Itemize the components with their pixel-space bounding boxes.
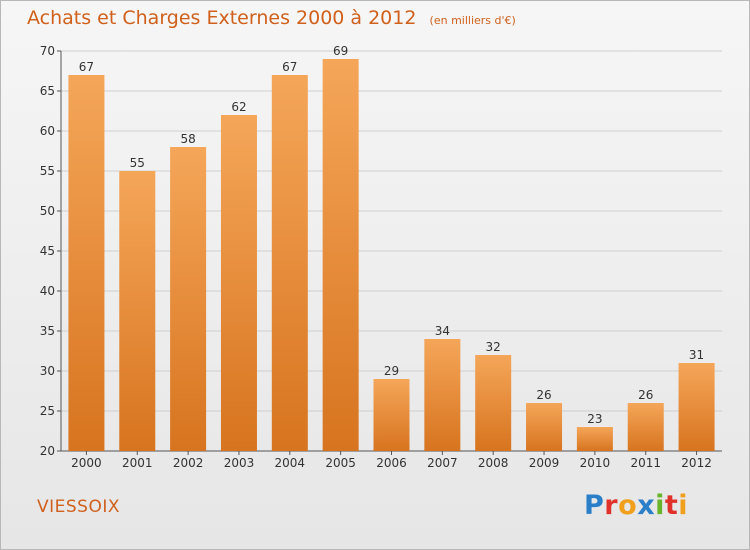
- bar: [475, 355, 512, 451]
- chart-title: Achats et Charges Externes 2000 à 2012 (…: [27, 7, 516, 29]
- bar-value-label: 62: [231, 100, 246, 114]
- y-tick-label: 35: [40, 324, 55, 338]
- x-tick-label: 2009: [529, 456, 560, 470]
- bar-value-label: 31: [689, 348, 704, 362]
- proxiti-logo: Proxiti: [584, 490, 688, 521]
- bar-value-label: 32: [486, 340, 501, 354]
- y-tick-label: 65: [40, 84, 55, 98]
- y-tick-label: 25: [40, 404, 55, 418]
- bar: [373, 379, 410, 451]
- bars: [68, 59, 715, 451]
- bar: [424, 339, 461, 451]
- bar-value-label: 55: [130, 156, 145, 170]
- bar: [119, 171, 156, 451]
- logo-letter: t: [664, 490, 679, 521]
- x-tick-label: 2006: [376, 456, 407, 470]
- bar: [678, 363, 715, 451]
- x-tick-label: 2004: [275, 456, 306, 470]
- bar-value-label: 69: [333, 44, 348, 58]
- x-tick-label: 2010: [580, 456, 611, 470]
- bar: [271, 75, 308, 451]
- bar: [220, 115, 257, 451]
- logo-letter: o: [618, 490, 638, 521]
- logo-letter: x: [637, 490, 656, 521]
- commune-name: VIESSOIX: [37, 497, 121, 517]
- bar-value-label: 58: [180, 132, 195, 146]
- bar: [576, 427, 613, 451]
- bar-value-label: 29: [384, 364, 399, 378]
- y-tick-label: 45: [40, 244, 55, 258]
- x-tick-label: 2007: [427, 456, 458, 470]
- y-tick-label: 30: [40, 364, 55, 378]
- bar-value-label: 26: [638, 388, 653, 402]
- y-tick-label: 20: [40, 444, 55, 458]
- bar-value-label: 26: [536, 388, 551, 402]
- chart-title-main: Achats et Charges Externes 2000 à 2012: [27, 7, 417, 29]
- bar: [322, 59, 359, 451]
- y-tick-label: 55: [40, 164, 55, 178]
- x-tick-label: 2012: [681, 456, 712, 470]
- logo-letter: i: [678, 490, 689, 521]
- y-tick-label: 50: [40, 204, 55, 218]
- labels: 20 25 30 35 40 45 50 55 60 65 70 67 2000 55 2001 58 2002…: [40, 44, 712, 470]
- bar-value-label: 34: [435, 324, 450, 338]
- y-tick-label: 40: [40, 284, 55, 298]
- x-tick-label: 2000: [71, 456, 102, 470]
- x-tick-label: 2003: [224, 456, 255, 470]
- x-tick-label: 2011: [630, 456, 661, 470]
- bar: [170, 147, 207, 451]
- bar: [526, 403, 563, 451]
- x-tick-label: 2005: [325, 456, 356, 470]
- logo-letter: r: [604, 490, 619, 521]
- logo-letter: P: [584, 490, 605, 521]
- bar: [68, 75, 105, 451]
- y-tick-label: 60: [40, 124, 55, 138]
- bar: [627, 403, 664, 451]
- bar-value-label: 23: [587, 412, 602, 426]
- logo-letter: i: [655, 490, 665, 521]
- x-tick-label: 2002: [173, 456, 204, 470]
- bar-value-label: 67: [79, 60, 94, 74]
- chart-title-unit: (en milliers d'€): [429, 14, 516, 27]
- bar-value-label: 67: [282, 60, 297, 74]
- y-tick-label: 70: [40, 44, 55, 58]
- x-tick-label: 2001: [122, 456, 153, 470]
- x-tick-label: 2008: [478, 456, 509, 470]
